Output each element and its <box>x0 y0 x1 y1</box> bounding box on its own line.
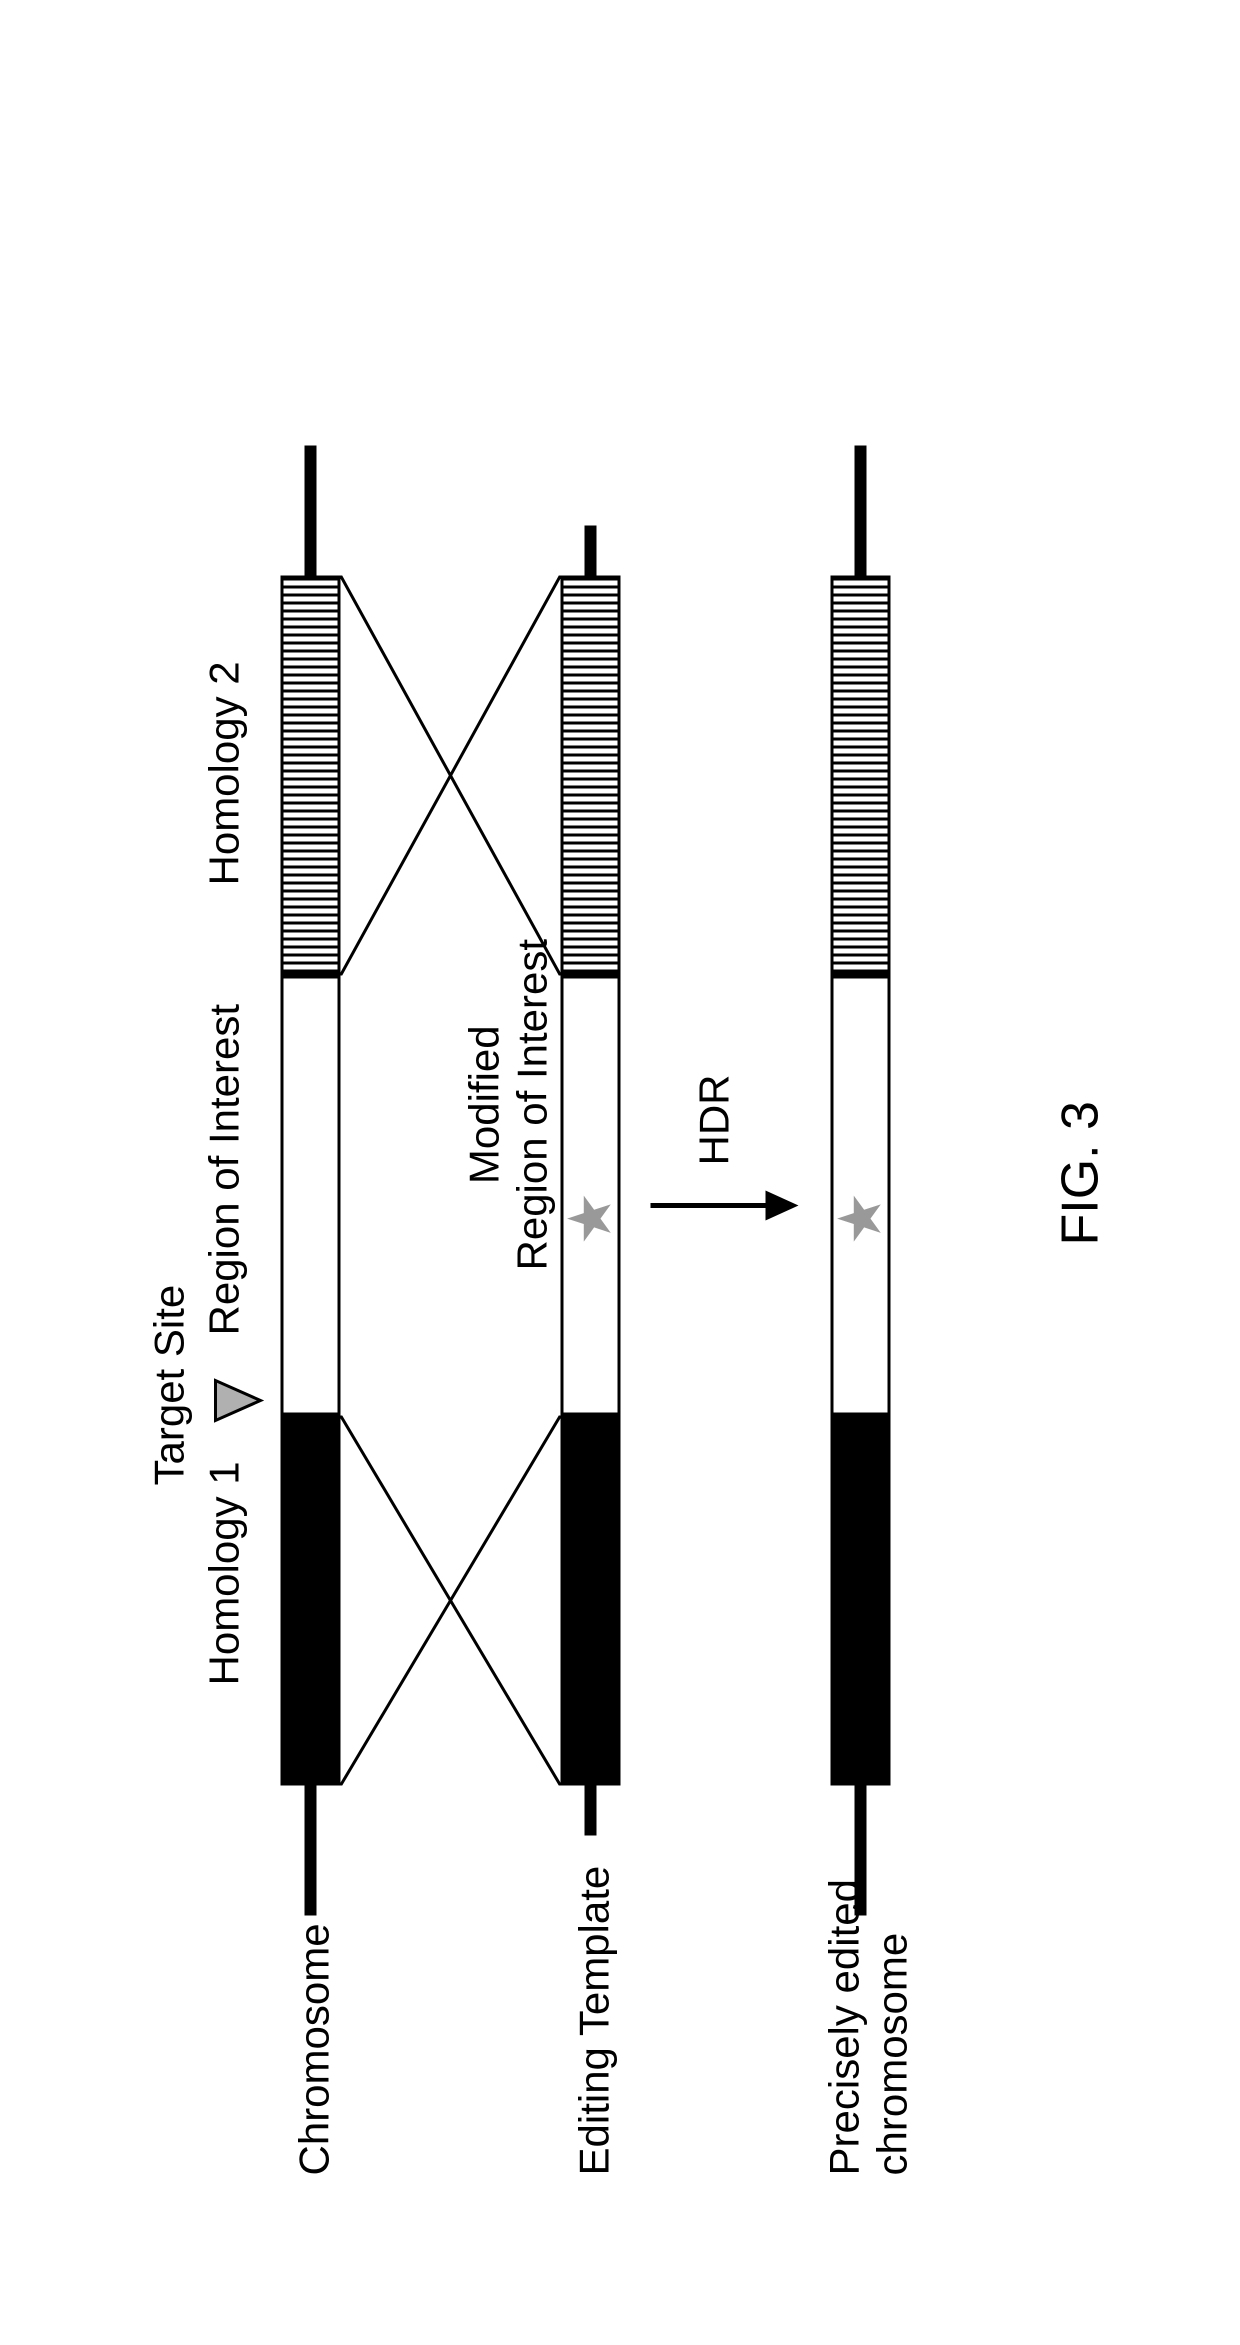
chromosome-roi-block <box>280 975 340 1415</box>
homology2-label: Homology 2 <box>200 661 248 885</box>
modified-region-label: Modified Region of Interest <box>460 938 556 1270</box>
figure-label: FIG. 3 <box>1050 1101 1110 1245</box>
crossover-right-icon <box>340 575 560 975</box>
homology1-label: Homology 1 <box>200 1461 248 1685</box>
crossover-left-icon <box>340 1415 560 1785</box>
template-homology1-block <box>560 1415 620 1785</box>
edited-line-right <box>854 445 866 575</box>
chromosome-line-right <box>304 445 316 575</box>
edited-line-left <box>854 1785 866 1915</box>
edited-homology1-block <box>830 1415 890 1785</box>
template-tail-left <box>584 1785 596 1835</box>
chromosome-homology2-block <box>280 575 340 975</box>
precisely-edited-label: Precisely edited chromosome <box>820 1879 916 2175</box>
edited-homology2-block <box>830 575 890 975</box>
diagram-container: Homology 1 Target Site Region of Interes… <box>0 0 1240 2345</box>
star-icon-edited: ★ <box>830 1191 890 1245</box>
chromosome-homology1-block <box>280 1415 340 1785</box>
region-of-interest-label: Region of Interest <box>200 1003 248 1335</box>
hdr-arrow-icon <box>650 1185 800 1225</box>
target-site-marker-icon <box>210 1375 270 1425</box>
diagram-inner: Homology 1 Target Site Region of Interes… <box>0 0 1240 2345</box>
template-tail-right <box>584 525 596 575</box>
editing-template-label: Editing Template <box>570 1865 618 2175</box>
template-homology2-block <box>560 575 620 975</box>
hdr-label: HDR <box>690 1074 738 1165</box>
chromosome-line-left <box>304 1785 316 1915</box>
star-icon-template: ★ <box>560 1191 620 1245</box>
target-site-label: Target Site <box>145 1284 193 1485</box>
chromosome-label: Chromosome <box>290 1923 338 2175</box>
